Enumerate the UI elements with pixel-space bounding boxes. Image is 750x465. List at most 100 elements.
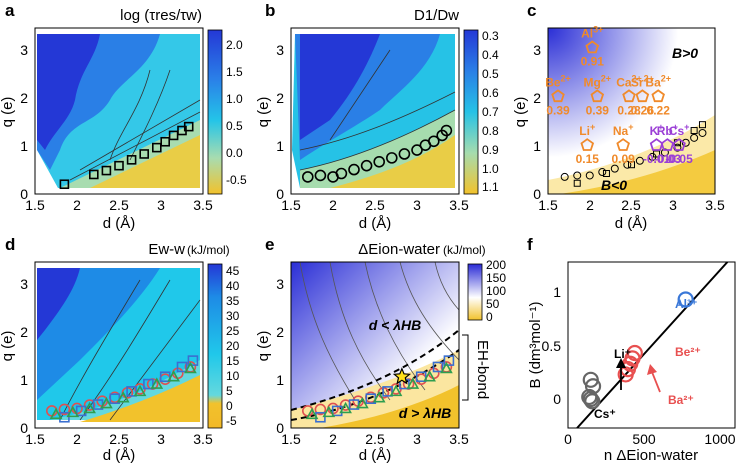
cb-tick-e-2: 100 bbox=[486, 284, 506, 298]
cb-tick-a-4: 0.0 bbox=[226, 146, 243, 160]
panel-letter-d: d bbox=[5, 235, 15, 254]
panel-letter-a: a bbox=[5, 1, 15, 20]
y-tick-f-0: 0 bbox=[553, 391, 561, 407]
data-square-a bbox=[160, 136, 170, 147]
data-square-d bbox=[187, 355, 199, 366]
marks-e bbox=[301, 355, 455, 423]
y-label-a: q (e) bbox=[0, 97, 16, 128]
cb-tick-d-4: 25 bbox=[226, 324, 240, 338]
colorbar-a bbox=[207, 29, 223, 195]
heatmap-b bbox=[292, 34, 456, 188]
cb-tick-b-5: 0.8 bbox=[482, 124, 499, 138]
data-circle-b bbox=[385, 152, 398, 164]
cb-tick-d-1: 40 bbox=[226, 279, 240, 293]
data-circle-f bbox=[582, 390, 599, 408]
data-circle-c bbox=[635, 156, 644, 165]
region-label-b-negative: B<0 bbox=[601, 177, 627, 193]
ion-value-ca: 0.28 bbox=[617, 103, 641, 117]
title-unit-e: (kJ/mol) bbox=[443, 243, 486, 257]
cb-tick-b-0: 0.3 bbox=[482, 29, 499, 43]
data-circle-b bbox=[360, 159, 373, 172]
colorbar-e bbox=[467, 263, 483, 321]
colorbar-b bbox=[463, 29, 479, 195]
ion-charge-sr: 2+ bbox=[644, 73, 654, 83]
y-tick-e-3: 3 bbox=[276, 276, 284, 292]
data-square-a bbox=[139, 149, 149, 159]
cb-tick-d-5: 20 bbox=[226, 339, 240, 353]
cb-tick-b-4: 0.7 bbox=[482, 105, 499, 119]
x-tick-b-2: 2.5 bbox=[365, 197, 385, 213]
colorbar-ticks-d: 45 40 35 30 25 20 15 10 5 0 -5 bbox=[226, 264, 240, 428]
data-square-a bbox=[126, 155, 137, 165]
y-tick-d-0: 0 bbox=[20, 420, 28, 436]
x-label-f: n ΔEion-water bbox=[604, 447, 698, 464]
x-tick-f-2: 1000 bbox=[704, 431, 735, 447]
cb-tick-a-3: 0.5 bbox=[226, 119, 243, 133]
x-tick-e-1: 2 bbox=[329, 431, 337, 447]
cb-tick-e-4: 0 bbox=[486, 310, 493, 324]
label-al: Al³⁺ bbox=[675, 297, 697, 311]
x-label-b: d (Å) bbox=[359, 215, 392, 232]
cb-tick-e-1: 150 bbox=[486, 271, 506, 285]
x-tick-e-3: 3 bbox=[413, 431, 421, 447]
label-ba: Ba²⁺ bbox=[668, 393, 694, 407]
y-tick-d-3: 3 bbox=[20, 276, 28, 292]
label-li: Li⁺ bbox=[614, 347, 631, 361]
cb-tick-a-5: -0.5 bbox=[226, 173, 247, 187]
data-circle-b bbox=[314, 169, 327, 182]
ion-charge-k: + bbox=[658, 122, 663, 132]
x-ticks-b: 1.5 2 2.5 3 3.5 bbox=[281, 197, 469, 213]
data-circle-b bbox=[411, 144, 423, 156]
panel-c: c B>0 B<0 Al3+0.91Be2+0.39Mg2+0.39Ca2+0.… bbox=[512, 1, 725, 232]
ion-value-be: 0.39 bbox=[546, 103, 570, 117]
ion-charge-ca: 2+ bbox=[632, 73, 642, 83]
data-circle-c bbox=[610, 164, 619, 173]
y-tick-c-1: 1 bbox=[533, 138, 541, 154]
ion-marker-mg bbox=[590, 89, 605, 103]
data-square-d bbox=[159, 371, 171, 383]
data-square-a bbox=[59, 179, 70, 190]
cb-tick-a-1: 1.5 bbox=[226, 65, 243, 79]
ion-charge-be: 2+ bbox=[561, 73, 571, 83]
data-square-a bbox=[168, 130, 179, 141]
x-ticks-d: 1.5 2 2.5 3 3.5 bbox=[25, 431, 213, 447]
data-circle-b bbox=[301, 171, 314, 183]
data-circle-c bbox=[681, 138, 690, 147]
x-label-c: d (Å) bbox=[615, 215, 648, 232]
x-tick-c-4: 3.5 bbox=[705, 197, 725, 213]
data-square-c bbox=[690, 127, 698, 135]
bracket-label-e: EH-bond bbox=[474, 340, 491, 399]
cb-tick-b-1: 0.4 bbox=[482, 48, 499, 62]
marks-f: Al³⁺ Be²⁺ Ba²⁺ Li⁺ Cs⁺ bbox=[576, 261, 729, 429]
x-tick-c-3: 3 bbox=[669, 197, 677, 213]
y-tick-c-2: 2 bbox=[533, 90, 541, 106]
background-c bbox=[548, 28, 715, 194]
colorbar-ticks-b: 0.3 0.4 0.5 0.6 0.7 0.8 0.9 1.0 1.1 bbox=[482, 29, 499, 194]
x-tick-e-0: 1.5 bbox=[281, 431, 301, 447]
colorbar-d bbox=[207, 263, 223, 429]
arrowhead-li bbox=[616, 358, 626, 368]
x-tick-b-3: 3 bbox=[413, 197, 421, 213]
ion-charge-li: + bbox=[590, 122, 595, 132]
data-triangle-e bbox=[356, 396, 369, 409]
ion-value-rb: -0.03 bbox=[654, 152, 682, 166]
cb-tick-d-9: 0 bbox=[226, 399, 233, 413]
x-label-e: d (Å) bbox=[359, 447, 392, 464]
data-circle-c bbox=[598, 168, 607, 177]
cb-tick-e-3: 50 bbox=[486, 297, 500, 311]
cb-tick-b-8: 1.1 bbox=[482, 180, 499, 194]
y-tick-a-2: 2 bbox=[20, 90, 28, 106]
cb-tick-b-3: 0.6 bbox=[482, 86, 499, 100]
ion-charge-mg: 2+ bbox=[601, 73, 611, 83]
panel-letter-f: f bbox=[527, 235, 533, 254]
data-square-a bbox=[101, 165, 112, 176]
ion-marker-ba bbox=[651, 89, 665, 103]
y-label-d: q (e) bbox=[0, 331, 16, 362]
data-circle-c bbox=[623, 160, 632, 169]
x-tick-b-0: 1.5 bbox=[281, 197, 301, 213]
data-circle-f bbox=[581, 388, 598, 406]
y-tick-e-0: 0 bbox=[276, 420, 284, 436]
data-triangle-e bbox=[440, 361, 453, 374]
x-ticks-e: 1.5 2 2.5 3 3.5 bbox=[281, 431, 469, 447]
